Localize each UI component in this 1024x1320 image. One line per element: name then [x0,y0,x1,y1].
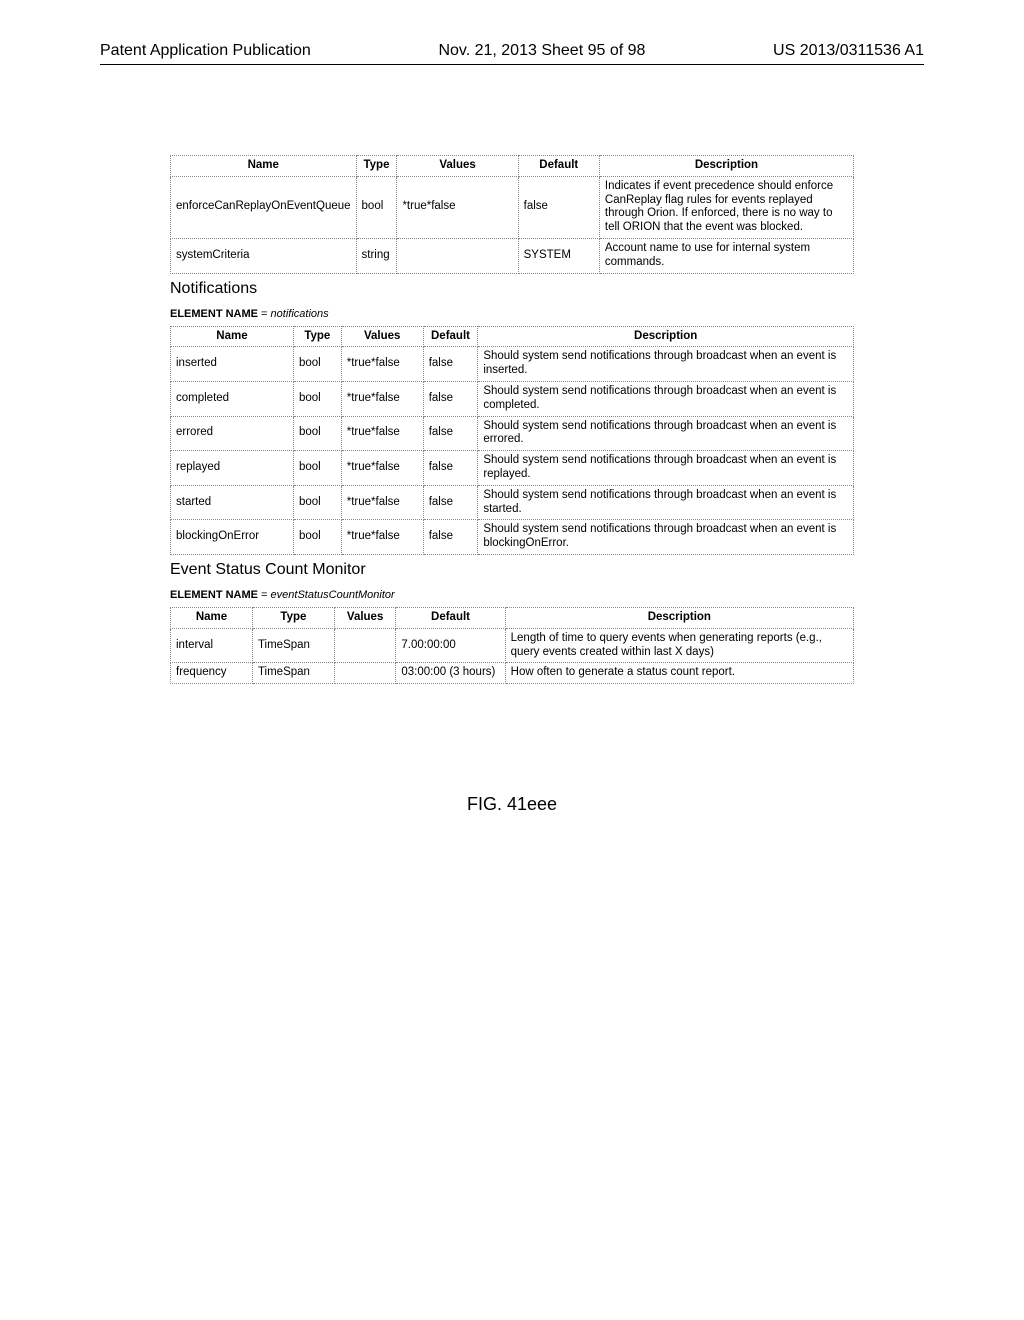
table-header-row: Name Type Values Default Description [171,607,854,628]
element-name-monitor: ELEMENT NAME = eventStatusCountMonitor [170,589,854,601]
table-cell: Should system send notifications through… [478,485,854,520]
table-body: intervalTimeSpan 7.00:00:00Length of time… [171,628,854,683]
col-description: Description [505,607,853,628]
table-cell: *true*false [341,347,423,382]
col-name: Name [171,607,253,628]
table-row: replayedbool*true*falsefalseShould syste… [171,451,854,486]
table-cell: *true*false [341,416,423,451]
col-default: Default [396,607,505,628]
col-name: Name [171,156,357,177]
table-cell: *true*false [341,485,423,520]
col-type: Type [252,607,334,628]
table-cell: Should system send notifications through… [478,451,854,486]
header-right: US 2013/0311536 A1 [773,42,924,60]
element-name-value: notifications [271,308,329,320]
table-cell: false [423,347,478,382]
table-cell: SYSTEM [518,238,599,273]
table-cell: frequency [171,663,253,684]
table-cell: *true*false [341,381,423,416]
table-cell [334,663,395,684]
col-type: Type [293,326,341,347]
element-name-value: eventStatusCountMonitor [271,589,395,601]
table-cell: bool [356,176,397,238]
table-cell: string [356,238,397,273]
col-description: Description [478,326,854,347]
table-cell: bool [293,451,341,486]
table-cell: Should system send notifications through… [478,520,854,555]
header-left: Patent Application Publication [100,42,311,60]
page: Patent Application Publication Nov. 21, … [0,0,1024,815]
table-cell: interval [171,628,253,663]
table-cell: 7.00:00:00 [396,628,505,663]
table-cell: Length of time to query events when gene… [505,628,853,663]
table-row: systemCriteriastring SYSTEMAccount name t… [171,238,854,273]
table-cell: 03:00:00 (3 hours) [396,663,505,684]
table-row: insertedbool*true*falsefalseShould syste… [171,347,854,382]
table-cell: bool [293,485,341,520]
table-cell: How often to generate a status count rep… [505,663,853,684]
element-name-label: ELEMENT NAME [170,589,258,601]
table-cell: *true*false [397,176,518,238]
table-header-row: Name Type Values Default Description [171,326,854,347]
table-cell: Should system send notifications through… [478,381,854,416]
table-notifications: Name Type Values Default Description ins… [170,326,854,555]
table-cell: inserted [171,347,294,382]
col-description: Description [599,156,853,177]
section-title-notifications: Notifications [170,280,854,298]
table-cell: Should system send notifications through… [478,347,854,382]
page-header: Patent Application Publication Nov. 21, … [100,42,924,65]
figure-label: FIG. 41eee [170,794,854,815]
table-row: completedbool*true*falsefalseShould syst… [171,381,854,416]
table-top: Name Type Values Default Description enf… [170,155,854,274]
col-name: Name [171,326,294,347]
table-body: insertedbool*true*falsefalseShould syste… [171,347,854,555]
col-default: Default [518,156,599,177]
col-type: Type [356,156,397,177]
table-cell: false [423,416,478,451]
table-monitor: Name Type Values Default Description int… [170,607,854,684]
table-cell: Account name to use for internal system … [599,238,853,273]
col-values: Values [397,156,518,177]
table-cell: started [171,485,294,520]
table-row: startedbool*true*falsefalseShould system… [171,485,854,520]
table-cell: bool [293,416,341,451]
table-cell: false [423,451,478,486]
table-cell [334,628,395,663]
table-row: frequencyTimeSpan 03:00:00 (3 hours)How o… [171,663,854,684]
table-cell: completed [171,381,294,416]
element-name-notifications: ELEMENT NAME = notifications [170,308,854,320]
table-body: enforceCanReplayOnEventQueuebool*true*fa… [171,176,854,273]
table-cell: *true*false [341,451,423,486]
table-cell: enforceCanReplayOnEventQueue [171,176,357,238]
table-cell: TimeSpan [252,663,334,684]
header-center: Nov. 21, 2013 Sheet 95 of 98 [438,42,645,60]
table-row: erroredbool*true*falsefalseShould system… [171,416,854,451]
table-header-row: Name Type Values Default Description [171,156,854,177]
table-cell: *true*false [341,520,423,555]
table-cell: false [423,381,478,416]
table-cell: blockingOnError [171,520,294,555]
table-cell: bool [293,520,341,555]
section-title-monitor: Event Status Count Monitor [170,561,854,579]
table-cell: replayed [171,451,294,486]
table-cell: bool [293,381,341,416]
table-row: intervalTimeSpan 7.00:00:00Length of time… [171,628,854,663]
table-cell: errored [171,416,294,451]
table-row: blockingOnErrorbool*true*falsefalseShoul… [171,520,854,555]
col-values: Values [341,326,423,347]
col-values: Values [334,607,395,628]
table-cell: bool [293,347,341,382]
table-cell: false [518,176,599,238]
table-cell [397,238,518,273]
content-area: Name Type Values Default Description enf… [100,155,924,815]
table-row: enforceCanReplayOnEventQueuebool*true*fa… [171,176,854,238]
col-default: Default [423,326,478,347]
table-cell: Should system send notifications through… [478,416,854,451]
table-cell: false [423,485,478,520]
table-cell: false [423,520,478,555]
table-cell: TimeSpan [252,628,334,663]
element-name-label: ELEMENT NAME [170,308,258,320]
table-cell: Indicates if event precedence should enf… [599,176,853,238]
table-cell: systemCriteria [171,238,357,273]
